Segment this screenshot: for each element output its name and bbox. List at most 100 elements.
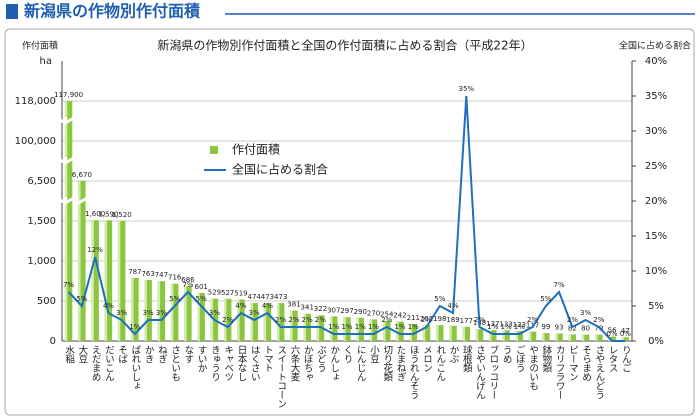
- bar: [409, 324, 417, 341]
- bar-value-label: 473: [261, 293, 274, 301]
- bar-highlight: [290, 310, 293, 341]
- bar: [449, 325, 457, 341]
- bar-value-label: 601: [194, 283, 207, 291]
- line-value-label: 7%: [63, 281, 74, 289]
- bar-value-label: 763: [141, 270, 154, 278]
- bar-highlight: [475, 329, 479, 341]
- bar: [290, 310, 298, 341]
- line-value-label: 7%: [554, 281, 565, 289]
- bar-highlight: [210, 298, 214, 341]
- line-value-label: 1%: [368, 323, 379, 331]
- bar: [542, 333, 550, 341]
- line-value-label: 0%: [620, 330, 631, 338]
- bar-highlight: [144, 279, 147, 341]
- bar-value-label: 123: [513, 321, 526, 329]
- x-tick-label: くり: [342, 345, 353, 363]
- x-tick-label: スイートコーン: [275, 345, 287, 408]
- bar: [608, 336, 616, 341]
- header-title: 新潟県の作物別作付面積: [24, 2, 201, 21]
- x-tick-label: すいか: [196, 345, 208, 372]
- bar-value-label: 341: [301, 304, 314, 312]
- bar: [369, 319, 378, 341]
- x-tick-label: キャベツ: [222, 345, 234, 381]
- bar-highlight: [449, 325, 452, 341]
- x-tick-label: 切り花類: [381, 345, 393, 382]
- bar-highlight: [555, 333, 558, 341]
- y2-tick-label: 5%: [648, 301, 664, 312]
- bar: [581, 334, 590, 341]
- bar-highlight: [117, 220, 121, 341]
- line-value-label: 2%: [421, 316, 432, 324]
- legend-label: 作付面積: [232, 142, 280, 157]
- chart-frame: [4, 28, 695, 416]
- x-tick-label: かき: [143, 345, 155, 363]
- bar: [330, 316, 338, 341]
- line-value-label: 1%: [341, 323, 352, 331]
- line-value-label: 4%: [447, 302, 458, 310]
- x-tick-label: なす: [182, 345, 194, 363]
- x-tick-label: さやいんげん: [474, 345, 486, 399]
- line-value-label: 5%: [434, 295, 445, 303]
- bar-highlight: [104, 220, 108, 341]
- header-icon: [6, 4, 18, 19]
- bar-highlight: [409, 324, 412, 341]
- bar: [131, 278, 139, 341]
- x-tick-label: だいこん: [103, 345, 115, 381]
- bar-value-label: 290: [354, 308, 367, 316]
- bar: [396, 321, 404, 341]
- bar-highlight: [369, 319, 373, 341]
- bar-value-label: 297: [340, 307, 353, 315]
- x-tick-label: メロン: [421, 345, 432, 372]
- bar-value-label: 133: [499, 320, 512, 328]
- bar: [383, 320, 391, 341]
- bar: [595, 334, 603, 341]
- bar-value-label: 201: [420, 315, 433, 323]
- bar-value-label: 82: [568, 324, 577, 332]
- bar-highlight: [91, 220, 94, 341]
- line-value-label: 1%: [394, 323, 405, 331]
- line-value-label: 3%: [116, 309, 127, 317]
- bar-value-label: 6,670: [72, 171, 92, 179]
- bar-value-label: 747: [155, 271, 168, 279]
- x-tick-label: 水稲: [63, 344, 75, 364]
- x-tick-label: そば: [116, 345, 128, 363]
- line-value-label: 2%: [593, 316, 604, 324]
- bar: [568, 334, 577, 341]
- y-unit: ha: [40, 56, 52, 67]
- bar-value-label: 198: [433, 315, 446, 323]
- line-value-label: 5%: [540, 295, 551, 303]
- x-tick-label: はくさい: [249, 345, 260, 381]
- x-tick-label: えだまめ: [90, 345, 102, 381]
- y-tick-label: 1,000: [27, 256, 56, 267]
- legend-label: 全国に占める割合: [232, 162, 328, 177]
- bar-value-label: 381: [287, 301, 300, 309]
- bar: [91, 220, 99, 341]
- bar-value-label: 307: [327, 306, 340, 314]
- bar-value-label: 529: [208, 289, 221, 297]
- x-tick-label: ばれいしょ: [129, 345, 141, 390]
- line-value-label: 3%: [143, 309, 154, 317]
- line-value-label: 2%: [474, 316, 485, 324]
- bar-highlight: [263, 303, 267, 341]
- x-tick-label: レタス: [607, 345, 619, 372]
- bar: [263, 303, 272, 341]
- bar-highlight: [197, 292, 200, 341]
- y2-tick-label: 30%: [645, 126, 667, 137]
- bar-break: [62, 116, 75, 126]
- bar: [621, 337, 630, 341]
- bar: [197, 292, 205, 341]
- line-value-label: 2%: [288, 316, 299, 324]
- line-value-label: 2%: [222, 316, 233, 324]
- line-value-label: 3%: [209, 309, 220, 317]
- bar-highlight: [396, 321, 399, 341]
- x-tick-label: さやえんどう: [593, 345, 605, 399]
- bar-value-label: 242: [393, 312, 406, 320]
- x-tick-label: ほうれんそう: [408, 345, 420, 399]
- line-value-label: 1%: [328, 323, 339, 331]
- x-tick-label: ごぼう: [514, 344, 526, 372]
- bar-highlight: [170, 283, 174, 341]
- bar-highlight: [250, 303, 253, 341]
- line-value-label: 35%: [459, 85, 475, 93]
- x-tick-label: かぶ: [448, 345, 460, 363]
- bar-value-label: 117,900: [54, 91, 83, 99]
